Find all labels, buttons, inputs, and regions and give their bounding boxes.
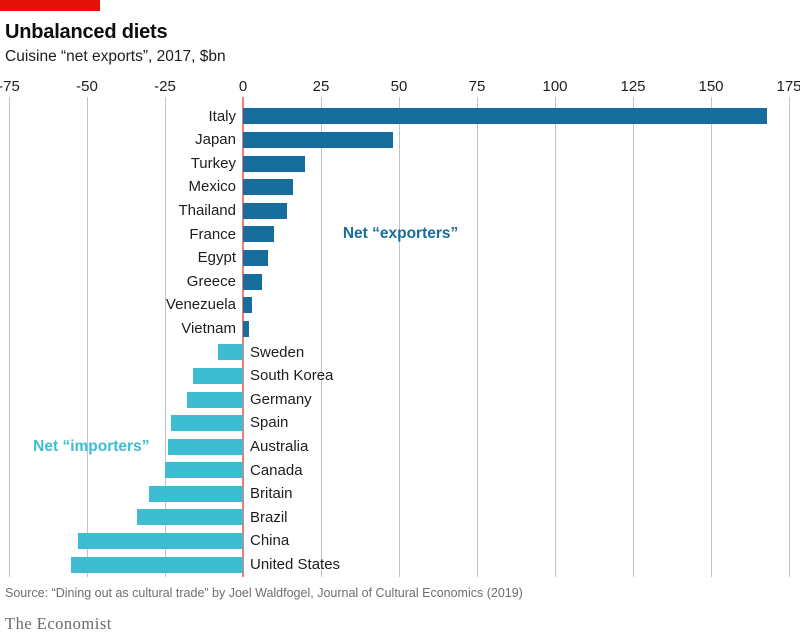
bar-row: South Korea <box>9 364 789 388</box>
bar-sweden <box>218 344 243 361</box>
axis-tick-label: 25 <box>312 77 330 95</box>
page-title: Unbalanced diets <box>5 21 168 43</box>
country-label: Brazil <box>250 508 288 526</box>
gridline <box>9 96 10 577</box>
bar-row: Vietnam <box>9 317 789 341</box>
bar-thailand <box>243 202 287 219</box>
axis-tick-label: 100 <box>542 77 568 95</box>
bar-row: China <box>9 529 789 553</box>
gridline <box>555 96 556 577</box>
axis-tick-label: -50 <box>76 77 98 95</box>
bar-canada <box>165 462 243 479</box>
bar-britain <box>149 485 243 502</box>
annotation-net-exporters: Net “exporters” <box>342 225 459 243</box>
gridline <box>399 96 400 577</box>
country-label: Britain <box>250 485 293 503</box>
source-note: Source: “Dining out as cultural trade” b… <box>5 585 523 600</box>
country-label: Canada <box>250 461 303 479</box>
bar-row: Britain <box>9 482 789 506</box>
country-label: Germany <box>250 390 312 408</box>
bar-row: Mexico <box>9 175 789 199</box>
bar-row: Egypt <box>9 246 789 270</box>
bar-row: Italy <box>9 105 789 129</box>
bar-row: Venezuela <box>9 293 789 317</box>
country-label: Spain <box>250 414 289 432</box>
gridline <box>477 96 478 577</box>
bar-china <box>77 533 243 550</box>
bar-mexico <box>243 179 293 196</box>
bar-turkey <box>243 155 306 172</box>
country-label: Japan <box>195 131 236 149</box>
gridline <box>165 96 166 577</box>
gridline <box>633 96 634 577</box>
x-axis: -75 -50 -25 0 25 50 75 100 125 150 175 <box>0 77 800 97</box>
bar-row: Sweden <box>9 341 789 365</box>
bar-greece <box>243 273 262 290</box>
bar-france <box>243 226 275 243</box>
bar-egypt <box>243 249 268 266</box>
bar-row: France <box>9 223 789 247</box>
bar-row: Australia <box>9 435 789 459</box>
bar-row: Japan <box>9 128 789 152</box>
country-label: Australia <box>250 437 309 455</box>
country-label: Mexico <box>188 178 236 196</box>
bar-spain <box>171 415 243 432</box>
country-label: South Korea <box>250 367 334 385</box>
bar-row: Brazil <box>9 506 789 530</box>
bar-south-korea <box>193 367 243 384</box>
bar-row: Spain <box>9 411 789 435</box>
bar-vietnam <box>243 320 250 337</box>
bar-row: Germany <box>9 388 789 412</box>
country-label: Italy <box>208 107 236 125</box>
axis-tick-label: -75 <box>0 77 20 95</box>
country-label: Vietnam <box>181 319 236 337</box>
axis-tick-label: 175 <box>776 77 800 95</box>
axis-tick-label: -25 <box>154 77 176 95</box>
chart-subtitle: Cuisine “net exports”, 2017, $bn <box>5 48 226 65</box>
country-label: Greece <box>186 272 236 290</box>
axis-tick-label: 125 <box>620 77 646 95</box>
country-label: France <box>189 225 236 243</box>
axis-tick-label: 0 <box>238 77 248 95</box>
axis-tick-label: 50 <box>390 77 408 95</box>
bar-united-states <box>71 556 243 573</box>
country-label: Venezuela <box>165 296 236 314</box>
country-label: Thailand <box>178 201 236 219</box>
gridline <box>789 96 790 577</box>
bar-brazil <box>136 509 243 526</box>
annotation-net-importers: Net “importers” <box>33 437 150 455</box>
bar-germany <box>186 391 243 408</box>
bar-row: Turkey <box>9 152 789 176</box>
country-label: United States <box>250 555 341 573</box>
axis-tick-label: 75 <box>468 77 486 95</box>
bar-row: Greece <box>9 270 789 294</box>
country-label: Turkey <box>190 154 236 172</box>
gridline <box>711 96 712 577</box>
bar-row: Canada <box>9 459 789 483</box>
bar-chart: -75 -50 -25 0 25 50 75 100 125 150 175 Italy Japan T… <box>0 77 800 577</box>
bar-australia <box>168 438 243 455</box>
bar-venezuela <box>243 297 253 314</box>
bar-italy <box>243 108 768 125</box>
country-label: Sweden <box>250 343 305 361</box>
country-label: China <box>250 532 290 550</box>
economist-wordmark: The Economist <box>5 613 112 633</box>
country-label: Egypt <box>197 249 236 267</box>
bar-japan <box>243 131 393 148</box>
plot-area: Italy Japan Turkey Mexico Thailand France Egyp… <box>9 96 790 577</box>
brand-accent-bar <box>0 0 100 11</box>
axis-tick-label: 150 <box>698 77 724 95</box>
header: Unbalanced diets Cuisine “net exports”, … <box>0 0 800 67</box>
bar-row: Thailand <box>9 199 789 223</box>
bar-row: United States <box>9 553 789 577</box>
gridline <box>321 96 322 577</box>
gridline <box>87 96 88 577</box>
